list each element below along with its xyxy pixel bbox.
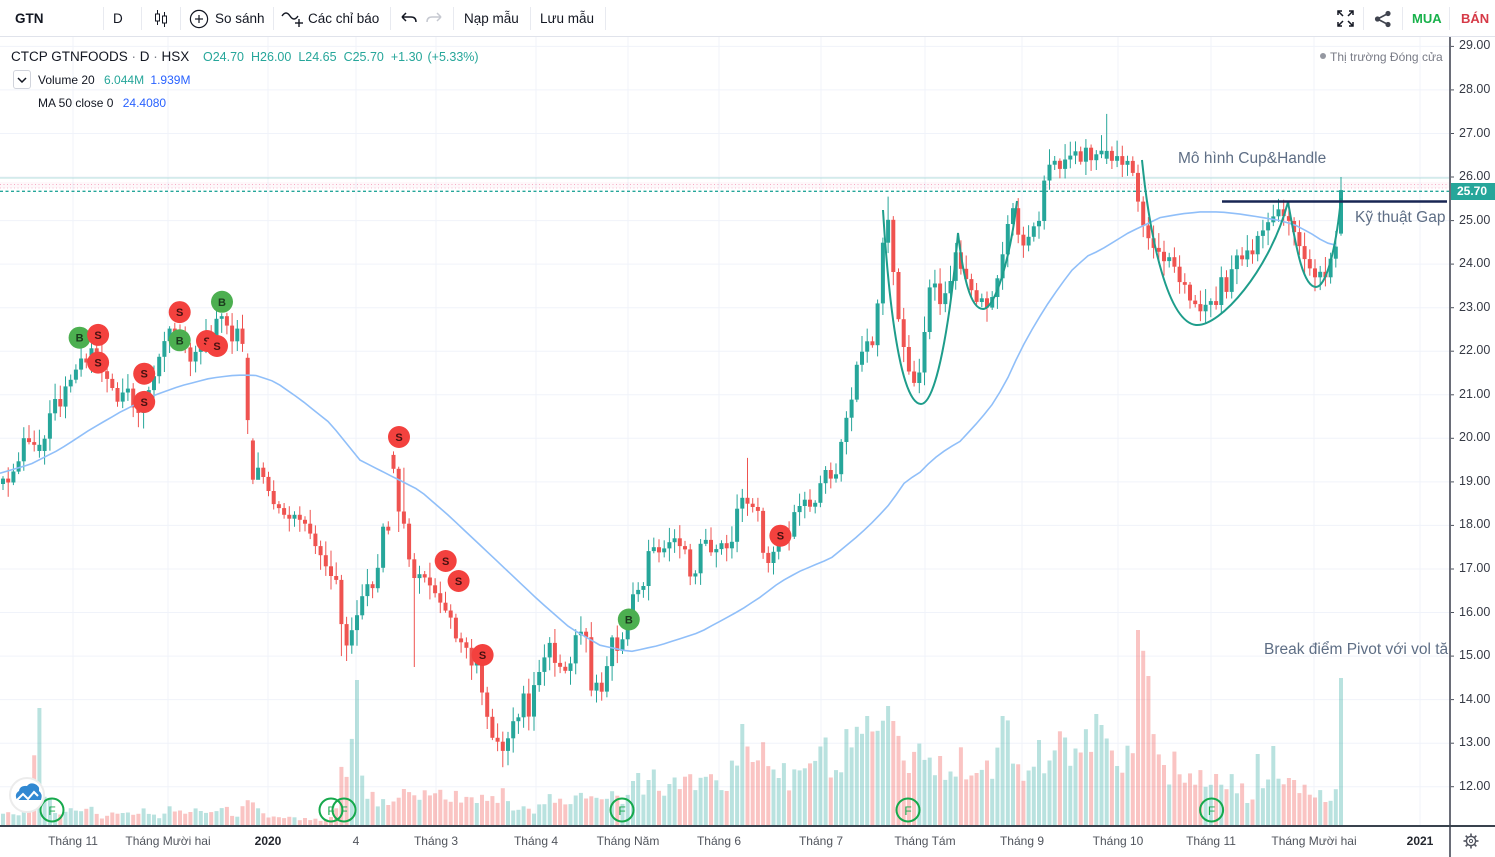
- svg-text:B: B: [76, 333, 84, 345]
- svg-text:S: S: [94, 358, 101, 370]
- svg-text:S: S: [479, 650, 486, 662]
- svg-text:S: S: [442, 556, 449, 568]
- svg-text:F: F: [1208, 804, 1215, 818]
- svg-text:S: S: [141, 397, 148, 409]
- svg-text:B: B: [176, 335, 184, 347]
- svg-text:B: B: [218, 297, 226, 309]
- svg-text:B: B: [625, 615, 633, 627]
- svg-text:S: S: [94, 330, 101, 342]
- svg-text:F: F: [327, 804, 334, 818]
- svg-text:F: F: [48, 804, 55, 818]
- svg-text:S: S: [777, 531, 784, 543]
- svg-text:S: S: [213, 341, 220, 353]
- svg-text:S: S: [455, 576, 462, 588]
- svg-text:F: F: [904, 804, 911, 818]
- svg-text:F: F: [340, 804, 347, 818]
- svg-text:S: S: [395, 432, 402, 444]
- svg-text:F: F: [618, 804, 625, 818]
- svg-text:S: S: [141, 369, 148, 381]
- svg-text:S: S: [176, 307, 183, 319]
